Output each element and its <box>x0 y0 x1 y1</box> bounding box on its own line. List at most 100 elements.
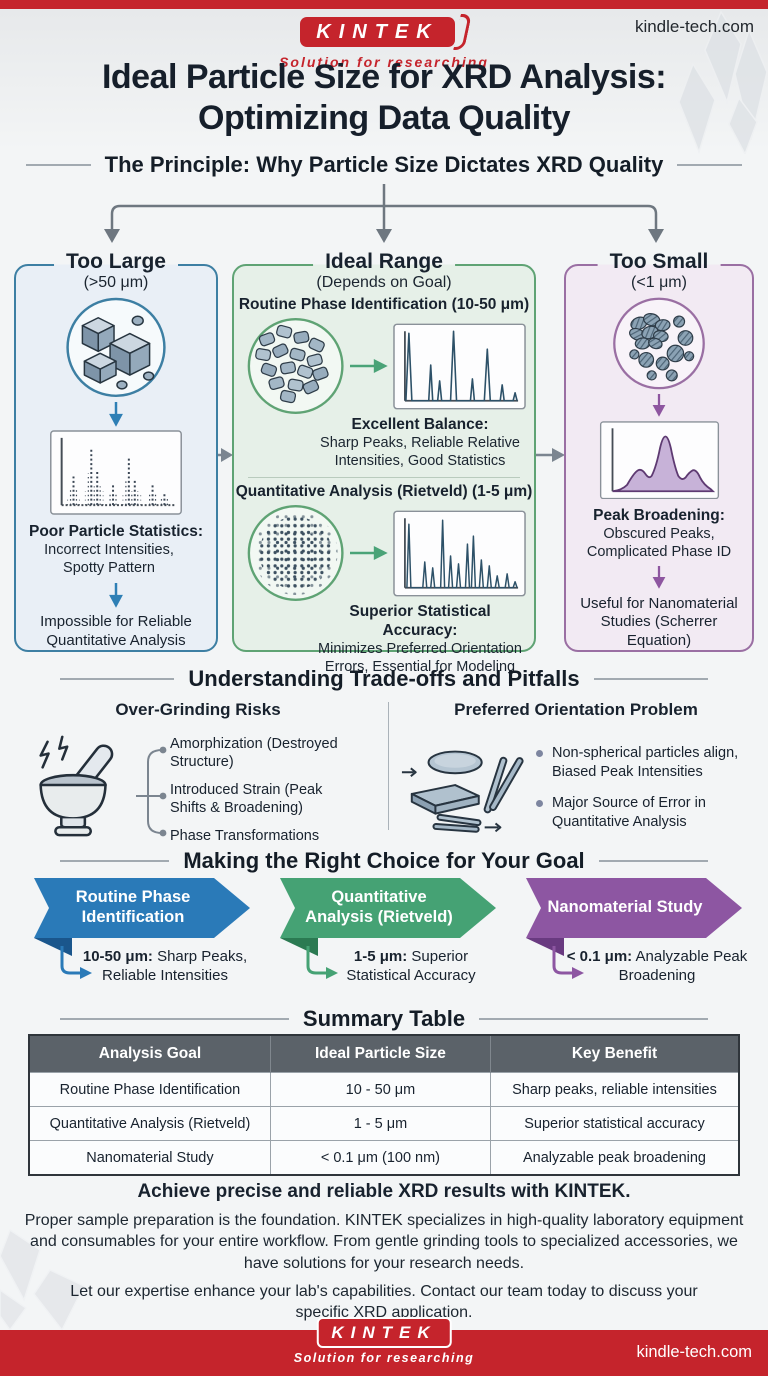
option-benefit: 1-5 μm: Superior Statistical Accuracy <box>320 948 502 986</box>
divider-line <box>598 860 709 862</box>
divider-line <box>60 860 170 862</box>
routine-result: Excellent Balance: Sharp Peaks, Reliable… <box>312 416 534 470</box>
site-url-bottom[interactable]: kindle-tech.com <box>636 1343 752 1361</box>
too-large-result-title: Poor Particle Statistics: <box>28 523 203 541</box>
table-row: Nanomaterial Study < 0.1 μm (100 nm) Ana… <box>29 1140 739 1175</box>
option-label: Nanomaterial Study <box>547 898 703 917</box>
quant-result-desc: Minimizes Preferred Orientation Errors, … <box>318 641 522 675</box>
summary-section-heading: Summary Table <box>0 1006 768 1032</box>
routine-illustration-row <box>234 314 534 416</box>
divider-line <box>60 1018 289 1020</box>
site-url-top[interactable]: kindle-tech.com <box>634 17 754 36</box>
too-small-card: Too Small (<1 μm) <box>564 250 754 652</box>
option-benefit: < 0.1 μm: Analyzable Peak Broadening <box>566 948 748 986</box>
table-header-row: Analysis Goal Ideal Particle Size Key Be… <box>29 1035 739 1073</box>
divider-line <box>677 164 742 166</box>
card-divider <box>248 477 520 479</box>
page-title-line2: Optimizing Data Quality <box>198 99 570 138</box>
too-small-result: Peak Broadening: Obscured Peaks, Complic… <box>579 507 739 561</box>
page-title-line1: Ideal Particle Size for XRD Analysis: <box>101 58 667 96</box>
kintek-logo-footer: KINTEK <box>316 1317 452 1349</box>
column-header: Ideal Particle Size <box>269 1035 491 1073</box>
logo-tagline: Solution for researching <box>279 54 489 70</box>
option-quantitative: Quantitative Analysis (Rietveld) 1-5 μm:… <box>268 876 502 988</box>
footer-logo: KINTEK Solution for researching <box>294 1317 474 1365</box>
bullet-bracket-connector <box>136 746 167 837</box>
table-row: Quantitative Analysis (Rietveld) 1 - 5 μ… <box>29 1106 739 1141</box>
orientation-title: Preferred Orientation Problem <box>454 700 698 719</box>
down-arrow-icon <box>652 566 666 590</box>
too-large-title: Too Large <box>54 250 178 274</box>
right-arrow-icon <box>350 359 388 373</box>
too-large-conclusion: Impossible for Reliable Quantitative Ana… <box>40 613 192 649</box>
routine-result-desc: Sharp Peaks, Reliable Relative Intensiti… <box>320 434 520 469</box>
cell-benefit: Sharp peaks, reliable intensities <box>489 1072 739 1107</box>
divider-line <box>479 1018 708 1020</box>
header-logo: KINTEK Solution for researching <box>0 14 768 70</box>
divider-line <box>593 678 708 680</box>
option-label: Routine Phase Identification <box>75 888 191 926</box>
list-item: Introduced Strain (Peak Shifts & Broaden… <box>170 781 323 816</box>
rietveld-peaks-chart <box>393 510 526 597</box>
option-routine-phase: Routine Phase Identification 10-50 μm: S… <box>22 876 256 988</box>
arrow-left-to-mid-icon <box>217 448 233 462</box>
orientation-block: Preferred Orientation Problem <box>398 700 754 844</box>
column-header: Key Benefit <box>489 1035 739 1073</box>
option-size: 10-50 μm: <box>82 948 153 965</box>
spotty-xrd-pattern-chart <box>50 430 182 516</box>
footer-logo-tagline: Solution for researching <box>293 1351 475 1366</box>
mortar-pestle-icon <box>39 735 114 837</box>
too-large-subtitle: (>50 μm) <box>83 274 149 291</box>
cell-goal: Nanomaterial Study <box>29 1140 271 1175</box>
principle-section-heading: The Principle: Why Particle Size Dictate… <box>0 152 768 178</box>
ribbon-banner <box>280 878 496 979</box>
ideal-range-subtitle: (Depends on Goal) <box>316 274 452 291</box>
cell-goal: Routine Phase Identification <box>29 1072 271 1107</box>
list-item: Non-spherical particles align, Biased Pe… <box>536 744 748 781</box>
quant-result-title: Superior Statistical Accuracy: <box>349 603 491 640</box>
ribbon-banner <box>526 878 742 979</box>
too-large-result: Poor Particle Statistics: Incorrect Inte… <box>29 523 203 577</box>
aligned-particles-icon <box>401 750 524 833</box>
option-size: < 0.1 μm: <box>566 948 633 965</box>
list-item: Amorphization (Destroyed Structure) <box>170 736 338 770</box>
option-benefit-text: Analyzable Peak Broadening <box>618 948 748 984</box>
branch-connector-arrows <box>104 184 664 243</box>
nano-agglomerates-icon <box>613 297 705 390</box>
list-item: Major Source of Error in Quantitative An… <box>536 794 748 831</box>
summary-table: Analysis Goal Ideal Particle Size Key Be… <box>28 1034 740 1176</box>
cell-size: 10 - 50 μm <box>269 1072 491 1107</box>
too-small-title: Too Small <box>597 250 721 274</box>
down-arrow-icon <box>109 582 123 608</box>
vertical-divider <box>388 702 389 830</box>
top-red-bar <box>0 0 768 9</box>
sharp-peaks-chart <box>393 323 526 409</box>
quant-illustration-row <box>234 501 534 603</box>
summary-heading-text: Summary Table <box>302 1006 466 1031</box>
ribbon-banner <box>34 878 250 979</box>
overgrinding-list: Amorphization (Destroyed Structure) Intr… <box>170 736 360 856</box>
routine-heading: Routine Phase Identification (10-50 μm) <box>238 296 530 313</box>
table-row: Routine Phase Identification 10 - 50 μm … <box>29 1072 739 1107</box>
footer-bar: KINTEK Solution for researching kindle-t… <box>0 1317 768 1376</box>
column-header: Analysis Goal <box>29 1035 271 1073</box>
quant-result: Superior Statistical Accuracy: Minimizes… <box>312 603 534 676</box>
tradeoffs-section-heading: Understanding Trade-offs and Pitfalls <box>0 666 768 692</box>
too-small-result-title: Peak Broadening: <box>593 507 725 525</box>
cell-size: < 0.1 μm (100 nm) <box>269 1140 491 1175</box>
too-small-conclusion: Useful for Nanomaterial Studies (Scherre… <box>580 595 738 649</box>
routine-result-title: Excellent Balance: <box>351 416 489 433</box>
choice-heading-text: Making the Right Choice for Your Goal <box>183 848 585 873</box>
footer-paragraph-1: Proper sample preparation is the foundat… <box>24 1212 744 1272</box>
down-arrow-icon <box>652 393 666 417</box>
page-title: Ideal Particle Size for XRD Analysis: Op… <box>0 57 768 140</box>
too-large-card: Too Large (>50 μm) <box>14 250 218 652</box>
medium-particles-icon <box>247 318 344 414</box>
footer-headline: Achieve precise and reliable XRD results… <box>137 1181 631 1202</box>
divider-line <box>60 678 175 680</box>
orientation-list: Non-spherical particles align, Biased Pe… <box>536 744 748 844</box>
option-benefit-text: Sharp Peaks, Reliable Intensities <box>102 948 248 984</box>
divider-line <box>26 164 91 166</box>
broad-peaks-chart <box>599 420 719 499</box>
option-label: Quantitative Analysis (Rietveld) <box>305 888 453 926</box>
